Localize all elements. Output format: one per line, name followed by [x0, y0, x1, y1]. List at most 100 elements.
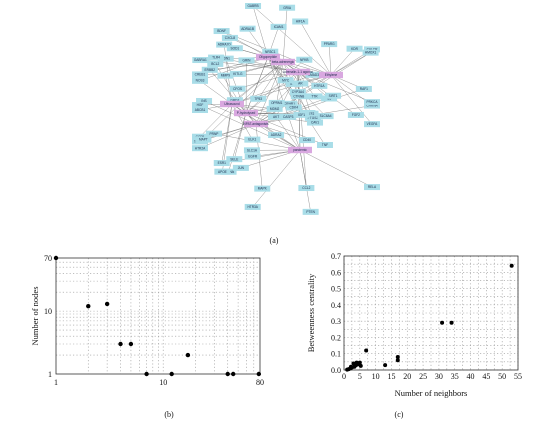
- gene-node: SLC1A: [243, 147, 260, 154]
- y-tick-label: 0.7: [331, 252, 341, 261]
- data-point: [104, 301, 110, 307]
- network-edge: [328, 44, 332, 76]
- network-edge: [231, 74, 314, 105]
- svg-text:HIF1A: HIF1A: [296, 20, 306, 24]
- svg-text:CRHR1: CRHR1: [284, 102, 295, 106]
- network-edge: [209, 61, 284, 70]
- network-edge: [330, 74, 373, 125]
- gene-node: JUN: [232, 164, 249, 171]
- svg-text:VEGFA: VEGFA: [367, 122, 379, 126]
- network-edge: [231, 74, 332, 105]
- svg-text:BDNF: BDNF: [217, 29, 226, 33]
- gene-node: ADRA1B: [239, 25, 256, 32]
- plot-frame: [55, 257, 261, 375]
- svg-text:SOD1: SOD1: [230, 46, 239, 50]
- gene-node: PTGS2: [304, 114, 321, 121]
- gene-node: MAPT: [195, 136, 212, 143]
- x-tick-label: 1: [54, 378, 58, 387]
- hub-node: NPAT-antagonists: [243, 120, 269, 128]
- svg-text:BCL2: BCL2: [211, 62, 219, 66]
- svg-text:APOE: APOE: [218, 170, 227, 174]
- svg-text:MDM2: MDM2: [270, 107, 280, 111]
- data-point: [169, 371, 174, 377]
- svg-text:FGF2: FGF2: [352, 113, 360, 117]
- gene-node: MMP9: [217, 72, 234, 79]
- network-edge: [203, 100, 257, 125]
- x-tick-label: 45: [482, 372, 490, 381]
- x-tick-label: 5: [358, 372, 362, 381]
- x-tick-label: 25: [419, 372, 427, 381]
- gene-node: MDM2: [266, 105, 283, 112]
- gene-node: ABCB1: [192, 107, 208, 114]
- gene-node: NR3C1: [262, 48, 279, 55]
- x-tick-label: 10: [372, 372, 380, 381]
- gene-node: KDR: [346, 45, 363, 52]
- svg-text:CFOS: CFOS: [233, 87, 242, 91]
- data-point: [383, 363, 388, 368]
- gene-node: CAV1: [307, 119, 324, 126]
- y-tick-label: 0.2: [331, 333, 341, 342]
- x-tick-label: 30: [435, 372, 443, 381]
- betweenness-centrality-chart: 0 5 10 15 20 25 30 35 40 45 50 55 0.0 0.1 0.2 0.3 0.4 0.5…: [306, 252, 522, 398]
- svg-text:RAF1: RAF1: [360, 87, 368, 91]
- network-edge: [252, 5, 332, 76]
- svg-text:RELA: RELA: [368, 185, 377, 189]
- gene-node: DRD2: [226, 97, 243, 104]
- svg-text:CXCL8: CXCL8: [225, 36, 236, 40]
- svg-text:HGF: HGF: [197, 103, 204, 107]
- panel-c-label: (c): [394, 410, 404, 419]
- gene-node: SELE: [226, 156, 243, 163]
- gene-node: VEGFA: [364, 121, 380, 128]
- data-point: [395, 354, 400, 359]
- svg-text:CASP3: CASP3: [283, 115, 294, 119]
- network-edge: [252, 149, 301, 208]
- svg-text:HTR3A: HTR3A: [247, 205, 258, 209]
- gene-node: ESR1: [213, 160, 230, 167]
- svg-text:CYP3A4: CYP3A4: [292, 90, 304, 94]
- gene-node: RELA: [364, 184, 380, 191]
- data-point: [364, 348, 369, 353]
- node-layer: GABRA1HTR1ACFOSCHRNAFOSCHRNBDRD2SLC1AADR…: [192, 3, 380, 215]
- data-point: [509, 263, 514, 268]
- svg-text:Ethylene: Ethylene: [325, 73, 338, 77]
- gene-node: GRIA: [279, 4, 296, 11]
- gene-node: RAF1: [355, 85, 372, 92]
- gene-node: PRNP: [205, 130, 222, 137]
- svg-text:PRNP: PRNP: [210, 132, 219, 136]
- svg-text:SLC1A: SLC1A: [247, 148, 258, 152]
- svg-text:EGFR: EGFR: [248, 155, 258, 159]
- data-point: [357, 360, 362, 365]
- y-tick-label: 10: [44, 307, 52, 316]
- svg-text:PTEN: PTEN: [306, 210, 315, 214]
- svg-text:PPARG: PPARG: [324, 42, 335, 46]
- svg-text:NOS3: NOS3: [196, 79, 205, 83]
- network-edge: [267, 56, 286, 81]
- gene-node: PPARG: [321, 41, 338, 48]
- hub-node: pandemic: [288, 146, 312, 154]
- gene-node: HMOX1: [362, 49, 379, 56]
- gene-node: CREB1: [192, 71, 208, 78]
- data-point: [225, 371, 230, 377]
- y-tick-label: 0.6: [331, 268, 341, 277]
- hub-node: beta-adrenergic: [271, 58, 295, 66]
- gene-node: CFOS: [229, 85, 246, 92]
- svg-text:MYC: MYC: [282, 78, 290, 82]
- x-axis-title: Number of neighbors: [395, 388, 468, 398]
- network-edge: [330, 48, 355, 76]
- network-edge: [199, 56, 269, 81]
- hub-node: Adrenalin-1-1 agonist: [283, 68, 313, 76]
- gene-node: ERBB2: [201, 66, 218, 73]
- svg-text:TP53: TP53: [254, 97, 262, 101]
- gene-node: BCL2: [207, 60, 224, 67]
- svg-text:PRKCA: PRKCA: [367, 100, 379, 104]
- gene-node: HTR1A: [311, 82, 328, 89]
- svg-text:ADRA1D: ADRA1D: [218, 43, 232, 47]
- network-edge: [234, 112, 247, 160]
- svg-text:KDR: KDR: [351, 47, 358, 51]
- data-point: [395, 358, 400, 363]
- network-edge: [252, 5, 269, 58]
- gene-node: SLC6A4: [317, 113, 334, 120]
- svg-text:pandemic: pandemic: [293, 148, 307, 152]
- network-edge: [275, 116, 301, 151]
- svg-text:MAPT: MAPT: [199, 138, 208, 142]
